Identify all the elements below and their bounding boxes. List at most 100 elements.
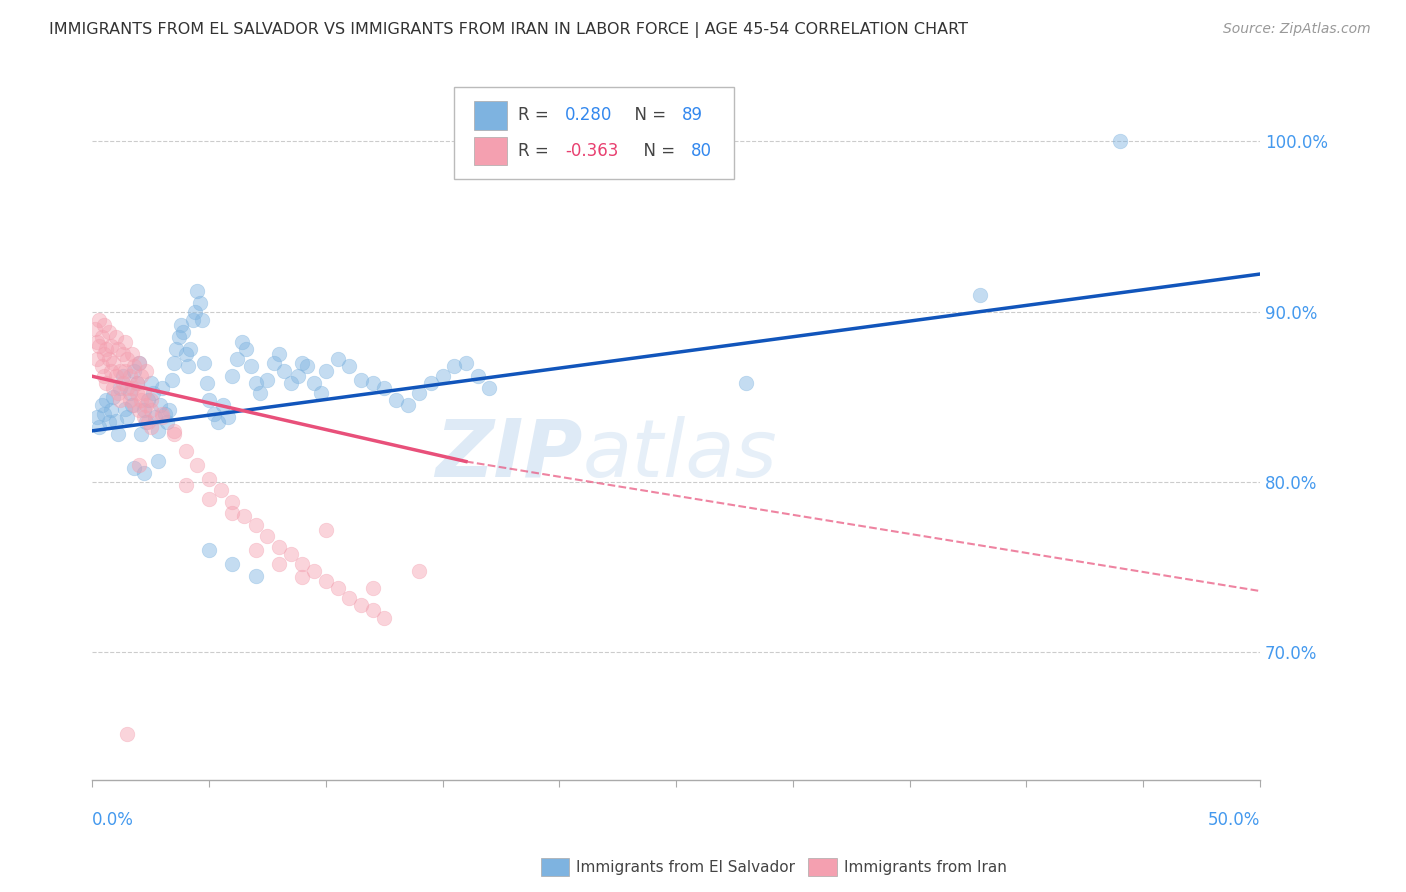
Point xyxy=(111,376,134,390)
Point xyxy=(124,359,146,373)
Point xyxy=(121,381,143,395)
Point xyxy=(124,364,146,378)
Point xyxy=(170,318,193,333)
Point xyxy=(174,478,197,492)
Point xyxy=(117,727,139,741)
Point xyxy=(110,393,132,408)
Point xyxy=(361,581,384,595)
Point xyxy=(198,471,221,485)
Point xyxy=(138,393,160,408)
Point xyxy=(177,359,200,373)
Point xyxy=(256,373,278,387)
Point xyxy=(150,381,173,395)
Point xyxy=(186,284,208,298)
Point xyxy=(326,352,349,367)
Point xyxy=(309,386,332,401)
Point xyxy=(104,414,127,428)
Point xyxy=(107,427,129,442)
Point xyxy=(111,369,134,384)
Point xyxy=(373,611,395,625)
Text: Source: ZipAtlas.com: Source: ZipAtlas.com xyxy=(1223,22,1371,37)
Point xyxy=(209,483,232,498)
Point xyxy=(181,313,204,327)
Point xyxy=(221,506,243,520)
Point xyxy=(103,356,125,370)
Bar xyxy=(541,858,569,876)
Point xyxy=(104,330,127,344)
Point xyxy=(121,347,143,361)
Text: -0.363: -0.363 xyxy=(565,142,619,160)
Point xyxy=(280,376,302,390)
Point xyxy=(221,495,243,509)
Point xyxy=(373,381,395,395)
Point xyxy=(163,424,186,438)
Point xyxy=(132,386,155,401)
Point xyxy=(100,338,122,352)
Point xyxy=(117,410,139,425)
Point xyxy=(269,347,291,361)
Point xyxy=(217,410,239,425)
Point xyxy=(117,352,139,367)
Point xyxy=(107,342,129,356)
Point xyxy=(125,386,148,401)
Point xyxy=(145,410,167,425)
Point xyxy=(125,376,148,390)
Point xyxy=(350,373,373,387)
Point xyxy=(90,359,112,373)
Point xyxy=(100,364,122,378)
Point xyxy=(969,287,991,301)
Point xyxy=(93,369,115,384)
Point xyxy=(408,564,430,578)
Point xyxy=(110,364,132,378)
Text: 89: 89 xyxy=(682,106,703,124)
Point xyxy=(245,568,267,582)
Point xyxy=(97,415,120,429)
Text: N =: N = xyxy=(633,142,681,160)
Point xyxy=(149,398,172,412)
Text: 0.0%: 0.0% xyxy=(93,811,134,829)
Point xyxy=(165,342,187,356)
Text: R =: R = xyxy=(519,142,554,160)
Text: 0.280: 0.280 xyxy=(565,106,613,124)
Point xyxy=(89,420,111,434)
Point xyxy=(174,444,197,458)
Point xyxy=(156,415,179,429)
Point xyxy=(121,398,143,412)
Point xyxy=(139,376,162,390)
Point xyxy=(467,369,489,384)
Point xyxy=(315,364,337,378)
Point xyxy=(184,304,207,318)
Point xyxy=(96,376,118,390)
Text: ZIP: ZIP xyxy=(436,416,582,494)
Point xyxy=(128,356,150,370)
Point xyxy=(131,393,153,408)
Point xyxy=(139,403,162,417)
Point xyxy=(245,517,267,532)
Point xyxy=(146,424,169,438)
Point xyxy=(385,393,408,408)
Point xyxy=(86,410,108,425)
Point xyxy=(118,393,141,408)
Text: R =: R = xyxy=(519,106,554,124)
Point xyxy=(96,393,118,408)
Point xyxy=(117,381,139,395)
Point xyxy=(90,398,112,412)
Point xyxy=(89,313,111,327)
Point xyxy=(291,557,314,571)
Point xyxy=(128,458,150,472)
Point xyxy=(233,509,256,524)
Point xyxy=(280,547,302,561)
Point xyxy=(114,335,136,350)
Point xyxy=(97,352,120,367)
Point xyxy=(89,338,111,352)
Point xyxy=(291,570,314,584)
Point xyxy=(135,364,157,378)
Point xyxy=(160,373,183,387)
Point xyxy=(83,321,105,335)
Point xyxy=(198,543,221,558)
Point xyxy=(302,376,325,390)
Point xyxy=(139,393,162,408)
Point xyxy=(269,540,291,554)
Point xyxy=(139,420,162,434)
Bar xyxy=(808,858,837,876)
